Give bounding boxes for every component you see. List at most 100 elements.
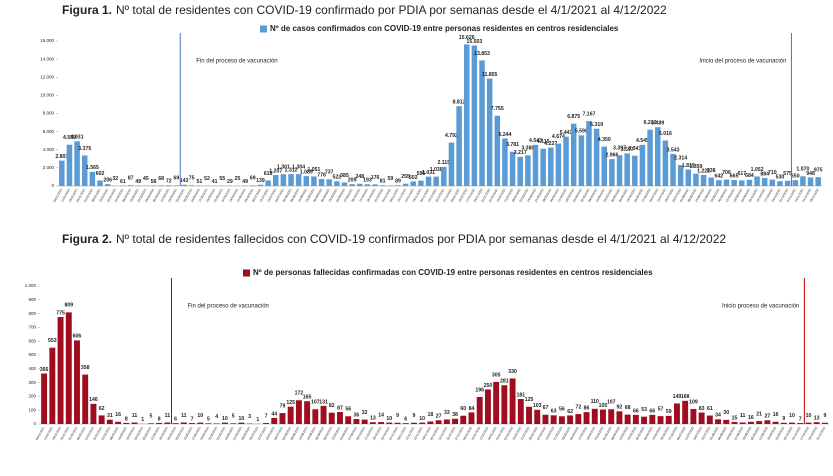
x-tick-label: 03/05/2021 bbox=[182, 188, 193, 203]
x-tick-label: 10/01/2022 bbox=[457, 188, 468, 203]
bar bbox=[357, 183, 363, 186]
data-label: 86 bbox=[584, 406, 590, 412]
bar bbox=[213, 423, 220, 424]
data-label: 209 bbox=[348, 177, 357, 183]
bar bbox=[272, 175, 279, 186]
x-tick-label: 27/09/2021 bbox=[347, 426, 358, 441]
bar bbox=[789, 422, 795, 424]
x-tick-label: 08/11/2021 bbox=[396, 426, 407, 441]
x-tick-label: 13/12/2021 bbox=[437, 426, 448, 441]
x-tick-label: 18/04/2022 bbox=[564, 188, 575, 203]
y-tick-label: 900 bbox=[28, 297, 36, 302]
bar bbox=[723, 179, 730, 186]
x-tick-label: 04/07/2022 bbox=[676, 426, 687, 441]
legend-label: Nº de casos confirmados con COVID-19 ent… bbox=[270, 24, 619, 33]
y-tick-label: 100 bbox=[28, 407, 36, 412]
bar bbox=[361, 419, 368, 424]
x-tick-label: 01/11/2021 bbox=[381, 188, 392, 203]
x-tick-label: 25/07/2022 bbox=[671, 188, 682, 203]
bar bbox=[616, 155, 623, 186]
data-label: 776 bbox=[317, 172, 326, 178]
data-label: 10 bbox=[419, 416, 425, 422]
x-tick-label: 11/01/2021 bbox=[60, 188, 71, 203]
x-tick-label: 22/02/2021 bbox=[106, 188, 117, 203]
data-label: 18 bbox=[428, 412, 434, 418]
x-tick-label: 14/03/2022 bbox=[526, 188, 537, 203]
x-tick-label: 17/05/2021 bbox=[198, 188, 209, 203]
data-label: 109 bbox=[689, 399, 698, 405]
data-label: 15 bbox=[732, 415, 738, 421]
x-tick-label: 09/05/2022 bbox=[610, 426, 621, 441]
bar bbox=[761, 177, 768, 186]
bar bbox=[123, 422, 130, 424]
bar bbox=[693, 173, 699, 186]
data-label: 366 bbox=[40, 367, 49, 373]
figure-label: Figura 2. bbox=[62, 232, 112, 246]
data-label: 105 bbox=[599, 403, 608, 409]
x-tick-label: 15/11/2021 bbox=[396, 188, 407, 203]
data-label: 68 bbox=[158, 176, 164, 182]
x-tick-label: 04/10/2021 bbox=[350, 188, 361, 203]
x-tick-label: 05/09/2022 bbox=[750, 426, 761, 441]
x-tick-label: 08/08/2022 bbox=[687, 188, 698, 203]
x-tick-label: 07/06/2021 bbox=[216, 426, 227, 441]
data-label: 176 bbox=[371, 175, 380, 181]
bar bbox=[280, 174, 287, 186]
data-label: 107 bbox=[311, 400, 320, 406]
data-label: 250 bbox=[484, 383, 493, 389]
x-tick-label: 28/06/2021 bbox=[243, 188, 254, 203]
bar bbox=[334, 181, 340, 186]
bar bbox=[780, 422, 787, 424]
y-tick-label: 200 bbox=[28, 394, 36, 399]
data-label: 29 bbox=[227, 179, 233, 185]
x-tick-label: 05/04/2021 bbox=[142, 426, 153, 441]
x-tick-label: 31/01/2022 bbox=[480, 188, 491, 203]
data-label: 595 bbox=[417, 171, 426, 177]
bar bbox=[540, 148, 546, 186]
data-label: 4.115 bbox=[537, 139, 550, 145]
bar bbox=[471, 45, 478, 187]
bar bbox=[542, 414, 549, 424]
bar bbox=[690, 408, 697, 424]
x-tick-label: 23/05/2022 bbox=[602, 188, 613, 203]
bar bbox=[670, 153, 676, 186]
data-label: 6 bbox=[174, 417, 177, 423]
data-label: 87 bbox=[337, 405, 343, 411]
x-tick-label: 20/06/2022 bbox=[633, 188, 644, 203]
data-label: 11 bbox=[181, 413, 187, 419]
data-label: 33 bbox=[444, 410, 450, 416]
y-tick-label: 1.000 bbox=[25, 283, 37, 288]
x-tick-label: 29/03/2021 bbox=[133, 426, 144, 441]
bar bbox=[764, 420, 771, 424]
bar bbox=[654, 127, 661, 186]
bar bbox=[189, 423, 196, 424]
data-label: 75 bbox=[189, 176, 195, 182]
bar bbox=[326, 179, 332, 186]
y-tick-label: 0 bbox=[51, 183, 54, 188]
bar bbox=[716, 180, 722, 186]
data-label: 10 bbox=[238, 416, 244, 422]
figure-label: Figura 1. bbox=[62, 3, 112, 17]
x-tick-label: 24/01/2022 bbox=[487, 426, 498, 441]
x-tick-label: 17/01/2022 bbox=[479, 426, 490, 441]
x-tick-label: 06/09/2021 bbox=[320, 188, 331, 203]
data-label: 69 bbox=[250, 176, 256, 182]
data-label: 1.222 bbox=[697, 168, 710, 174]
x-tick-label: 18/01/2021 bbox=[51, 426, 62, 441]
x-tick-label: 22/02/2021 bbox=[92, 426, 103, 441]
data-label: 4.545 bbox=[636, 138, 649, 144]
data-label: 6 bbox=[404, 417, 407, 423]
x-tick-label: 19/04/2021 bbox=[158, 426, 169, 441]
bar bbox=[558, 416, 565, 424]
x-tick-label: 01/08/2022 bbox=[709, 426, 720, 441]
bar bbox=[311, 176, 317, 186]
x-tick-label: 07/03/2022 bbox=[536, 426, 547, 441]
data-label: 9 bbox=[396, 413, 399, 419]
data-label: 9 bbox=[413, 413, 416, 419]
y-tick-label: 8.000 bbox=[43, 111, 55, 116]
y-tick-label: 12.000 bbox=[40, 74, 54, 79]
chart-title: Figura 2. Nº total de residentes fallecid… bbox=[62, 232, 726, 246]
bar bbox=[250, 185, 256, 186]
data-label: 61 bbox=[120, 179, 126, 185]
data-label: 45 bbox=[143, 176, 149, 182]
